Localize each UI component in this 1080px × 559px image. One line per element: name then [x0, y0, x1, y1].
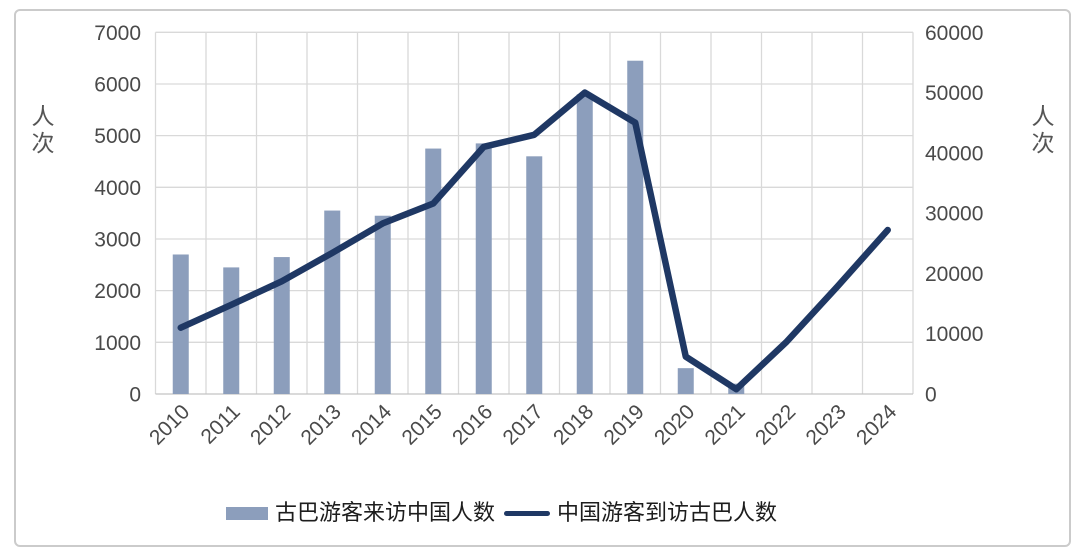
left-tick-label: 0	[129, 384, 141, 407]
x-tick-label-2013: 2013	[296, 400, 345, 449]
legend: 古巴游客来访中国人数 中国游客到访古巴人数	[226, 501, 777, 525]
legend-line-label: 中国游客到访古巴人数	[557, 500, 778, 525]
left-tick-label: 2000	[94, 280, 141, 303]
left-tick-label: 4000	[94, 177, 141, 200]
bar-2020	[677, 368, 694, 394]
x-tick-label-2012: 2012	[246, 400, 295, 449]
right-tick-label: 10000	[925, 323, 983, 346]
x-tick-label-2020: 2020	[650, 400, 699, 449]
right-tick-label: 50000	[925, 82, 983, 105]
x-tick-label-2024: 2024	[852, 400, 902, 450]
line-series	[177, 89, 891, 393]
right-axis-ticks: 0 10000 20000 30000 40000 50000 60000	[925, 22, 983, 407]
x-tick-label-2011: 2011	[197, 400, 245, 448]
bar-2017	[526, 156, 543, 394]
bar-2014	[374, 215, 391, 394]
left-tick-label: 3000	[94, 228, 141, 251]
x-tick-label-2010: 2010	[145, 400, 194, 449]
left-tick-label: 1000	[94, 332, 141, 355]
x-tick-label-2017: 2017	[498, 400, 547, 449]
x-tick-label-2018: 2018	[549, 400, 598, 449]
x-tick-label-2022: 2022	[751, 400, 800, 449]
bar-2011	[223, 267, 240, 394]
x-tick-label-2023: 2023	[801, 400, 850, 449]
x-tick-label-2019: 2019	[599, 400, 648, 449]
right-tick-label: 40000	[925, 142, 983, 165]
bar-2019	[627, 60, 644, 394]
bar-2013	[324, 210, 341, 394]
legend-bar-swatch-icon	[226, 506, 268, 520]
x-tick-label-2014: 2014	[347, 400, 397, 450]
right-axis-title: 人 次	[1031, 104, 1055, 156]
legend-bar-label: 古巴游客来访中国人数	[275, 500, 496, 525]
left-axis-ticks: 0 1000 2000 3000 4000 5000 6000 7000	[94, 22, 141, 407]
legend-line-swatch-icon	[504, 510, 551, 516]
bar-2018	[576, 94, 593, 394]
x-tick-label-2016: 2016	[448, 400, 497, 449]
right-tick-label: 0	[925, 384, 937, 407]
left-tick-label: 5000	[94, 125, 141, 148]
right-tick-label: 60000	[925, 22, 983, 45]
right-tick-label: 20000	[925, 263, 983, 286]
left-axis-title: 人 次	[31, 104, 55, 156]
right-tick-label: 30000	[925, 203, 983, 226]
x-tick-label-2021: 2021	[700, 400, 749, 449]
bar-2015	[425, 148, 442, 394]
left-tick-label: 7000	[94, 22, 141, 45]
x-tick-label-2015: 2015	[397, 400, 446, 449]
left-tick-label: 6000	[94, 73, 141, 96]
chart-frame	[14, 9, 1071, 547]
bar-2012	[273, 257, 290, 394]
bar-2016	[475, 143, 492, 394]
x-axis-labels: 2010 2011 2012 2013 2014 2015 2016 2017 2018 2019…	[145, 400, 902, 450]
